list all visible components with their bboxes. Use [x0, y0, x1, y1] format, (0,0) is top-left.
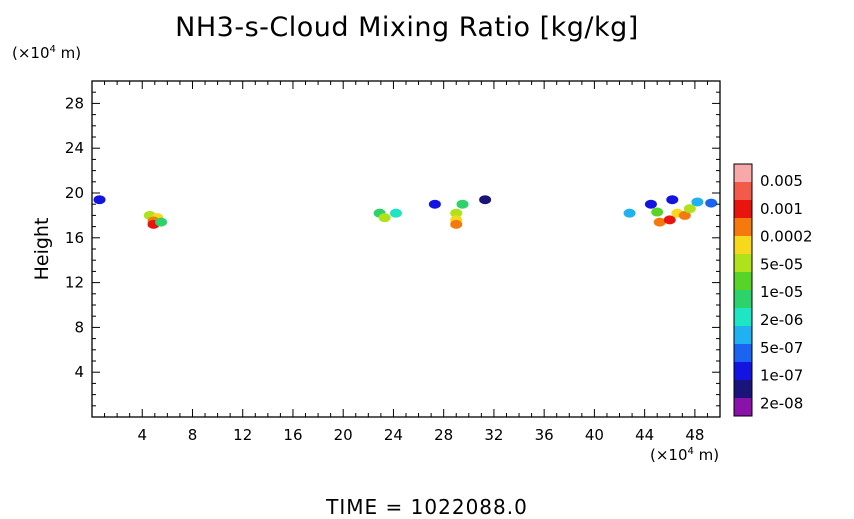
field-cell-18 [653, 217, 666, 227]
colorbar-labels: 0.005 0.001 0.0002 5e-05 1e-05 2e-06 5e-07 1e-0… [760, 172, 813, 412]
colorbar-swatch-0 [734, 164, 752, 183]
colorbar-swatch-2 [734, 200, 752, 219]
colorbar-swatch-6 [734, 272, 752, 291]
x-tick-label-8: 36 [535, 426, 554, 444]
x-tick-label-11: 48 [685, 426, 704, 444]
colorbar-swatch-1 [734, 182, 752, 201]
y-units-suffix: m) [55, 44, 82, 62]
field-cell-7 [378, 213, 391, 223]
chart-title: NH3-s-Cloud Mixing Ratio [kg/kg] [175, 12, 639, 43]
y-tick-label-2: 12 [65, 274, 84, 292]
colorbar-frame [733, 163, 753, 417]
y-tick-label-1: 8 [74, 318, 84, 336]
field-cell-25 [666, 195, 679, 205]
x-tick-label-1: 8 [188, 426, 198, 444]
field-cell-22 [683, 204, 696, 214]
x-tick-label-6: 28 [434, 426, 453, 444]
y-tick-label-3: 16 [65, 229, 84, 247]
data-field [93, 195, 718, 229]
y-units-label: (×104 m) [12, 44, 81, 62]
colorbar-label-7: 1e-07 [760, 367, 803, 385]
x-tick-label-4: 20 [334, 426, 353, 444]
field-cell-14 [479, 195, 492, 205]
y-tick-label-5: 24 [65, 139, 84, 157]
colorbar-label-3: 5e-05 [760, 255, 803, 273]
colorbar-swatch-13 [734, 398, 752, 417]
x-units-suffix: m) [693, 446, 720, 464]
time-label: TIME [326, 495, 379, 519]
time-readout: TIME = 1022088.0 [0, 495, 854, 519]
axis-ticks [91, 80, 721, 418]
colorbar-label-6: 5e-07 [760, 339, 803, 357]
field-cell-16 [644, 199, 657, 209]
x-tick-label-7: 32 [484, 426, 503, 444]
x-units-prefix: (×10 [650, 446, 688, 464]
x-units-label: (×104 m) [650, 446, 719, 464]
time-separator: = [378, 495, 411, 519]
x-units-exponent: 4 [687, 446, 694, 457]
x-tick-label-0: 4 [137, 426, 147, 444]
field-cell-19 [663, 215, 676, 225]
field-cell-5 [155, 217, 168, 227]
colorbar-label-1: 0.001 [760, 200, 803, 218]
time-value: 1022088.0 [410, 495, 528, 519]
colorbar-swatch-9 [734, 326, 752, 345]
colorbar-swatch-11 [734, 362, 752, 381]
field-cell-10 [456, 199, 469, 209]
colorbar-swatch-4 [734, 236, 752, 255]
colorbar-label-4: 1e-05 [760, 283, 803, 301]
y-units-exponent: 4 [49, 44, 56, 55]
y-axis-label: Height [31, 218, 53, 281]
y-tick-label-4: 20 [65, 184, 84, 202]
field-cell-13 [450, 219, 463, 229]
colorbar-swatch-5 [734, 254, 752, 273]
colorbar-swatch-10 [734, 344, 752, 363]
colorbar-swatch-8 [734, 308, 752, 327]
field-cell-17 [651, 207, 664, 217]
colorbar [733, 163, 753, 417]
x-tick-label-3: 16 [283, 426, 302, 444]
field-cell-23 [691, 197, 704, 207]
colorbar-label-8: 2e-08 [760, 394, 803, 412]
field-cell-21 [678, 210, 691, 220]
field-cell-8 [389, 208, 402, 218]
field-cell-11 [450, 208, 463, 218]
colorbar-label-0: 0.005 [760, 172, 803, 190]
x-tick-label-2: 12 [233, 426, 252, 444]
colorbar-swatch-3 [734, 218, 752, 237]
y-tick-label-0: 4 [74, 363, 84, 381]
field-cell-9 [428, 199, 441, 209]
field-cell-24 [705, 198, 718, 208]
y-units-prefix: (×10 [12, 44, 50, 62]
y-tick-label-6: 28 [65, 94, 84, 112]
field-cell-15 [623, 208, 636, 218]
colorbar-label-2: 0.0002 [760, 228, 813, 246]
x-tick-label-9: 40 [585, 426, 604, 444]
colorbar-swatch-12 [734, 380, 752, 399]
colorbar-swatch-7 [734, 290, 752, 309]
field-cell-0 [93, 195, 106, 205]
x-tick-label-5: 24 [384, 426, 403, 444]
colorbar-label-5: 2e-06 [760, 311, 803, 329]
x-tick-label-10: 44 [635, 426, 654, 444]
plot-frame [91, 80, 721, 418]
